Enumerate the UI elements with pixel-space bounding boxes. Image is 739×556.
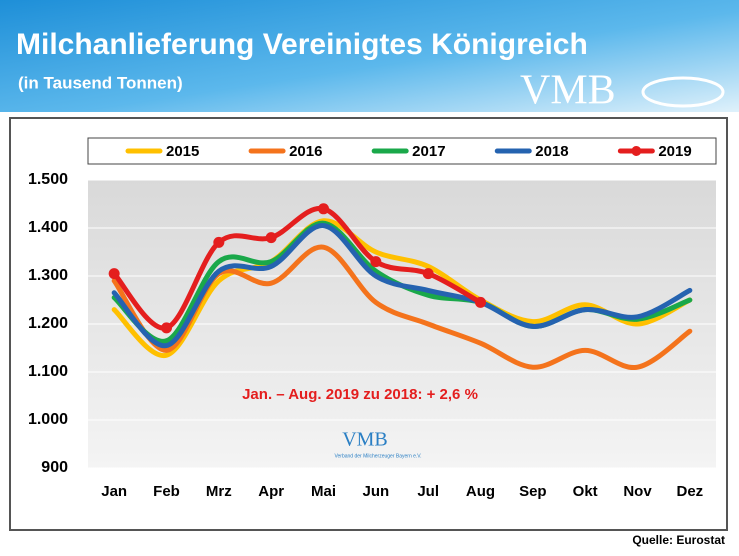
legend-label: 2015 [166, 143, 199, 160]
legend-label: 2018 [535, 143, 568, 160]
header-bg [0, 0, 739, 112]
annotation: Jan. – Aug. 2019 zu 2018: + 2,6 % [242, 386, 478, 403]
x-tick-label: Aug [466, 483, 495, 500]
y-tick-label: 1.400 [28, 219, 68, 236]
series-marker [422, 268, 434, 280]
series-marker [475, 296, 486, 308]
y-tick-label: 900 [41, 459, 68, 476]
series-line [111, 223, 693, 349]
x-tick-label: Jun [362, 483, 389, 500]
source: Quelle: Eurostat [632, 533, 725, 547]
x-tick-label: Mrz [206, 483, 232, 500]
x-tick-label: Jul [417, 483, 439, 500]
series-marker [213, 236, 225, 248]
y-tick-label: 1.500 [28, 171, 68, 188]
legend-label: 2016 [289, 143, 322, 160]
series-marker [265, 232, 277, 244]
x-tick-label: Mai [311, 483, 336, 500]
x-tick-label: Jan [101, 483, 127, 500]
logo-swoosh [641, 76, 725, 108]
y-tick-label: 1.300 [28, 267, 68, 284]
title: Milchanlieferung Vereinigtes Königreich [16, 28, 588, 61]
subtitle: (in Tausend Tonnen) [18, 73, 183, 92]
x-tick-label: Feb [153, 483, 180, 500]
series-marker [161, 322, 172, 334]
legend-label: 2017 [412, 143, 445, 160]
logo: VMB [520, 68, 616, 114]
x-tick-label: Dez [676, 483, 703, 500]
legend-label: 2019 [658, 143, 691, 160]
series-marker [318, 203, 329, 215]
x-tick-label: Okt [573, 483, 598, 500]
series-marker [370, 256, 382, 268]
legend-marker [631, 146, 642, 156]
y-tick-label: 1.200 [28, 315, 68, 332]
series-marker [108, 268, 120, 280]
logo-small-caption: Verband der Milcherzeuger Bayern e.V. [334, 453, 421, 459]
y-tick-label: 1.100 [28, 363, 68, 380]
logo-small: VMB [342, 429, 388, 451]
x-tick-label: Apr [258, 483, 284, 500]
x-tick-label: Nov [623, 483, 652, 500]
series-line [111, 218, 693, 358]
x-tick-label: Sep [519, 483, 547, 500]
y-tick-label: 1.000 [28, 411, 68, 428]
